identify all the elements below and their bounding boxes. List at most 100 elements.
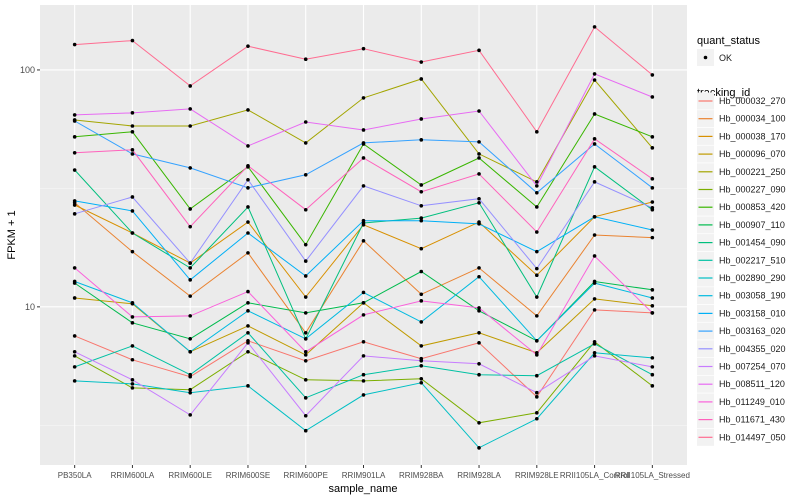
data-point: [303, 358, 308, 363]
data-points: [72, 25, 655, 450]
data-point: [419, 183, 424, 187]
data-point: [130, 195, 135, 199]
data-point: [130, 344, 135, 348]
data-point: [303, 207, 308, 212]
data-point: [477, 48, 481, 53]
data-point: [535, 416, 539, 421]
data-point: [188, 294, 192, 298]
data-point: [477, 341, 481, 345]
data-point: [477, 331, 481, 335]
data-point: [419, 269, 424, 274]
data-point: [477, 172, 481, 176]
legend-label: Hb_000227_090: [719, 185, 786, 195]
data-point: [303, 172, 308, 177]
data-point: [477, 421, 481, 425]
data-point: [303, 428, 308, 433]
data-point: [72, 119, 77, 123]
x-axis-title: sample_name: [328, 483, 397, 495]
data-point: [650, 228, 655, 232]
data-point: [419, 376, 424, 381]
data-point: [650, 135, 655, 139]
data-point: [650, 73, 655, 77]
data-point: [650, 146, 655, 150]
data-point: [130, 301, 135, 305]
data-point: [419, 60, 424, 64]
data-point: [188, 166, 192, 170]
data-point: [535, 184, 539, 188]
x-tick-label: RRIM600PE: [283, 471, 327, 480]
data-point: [419, 77, 424, 81]
data-point: [303, 295, 308, 299]
data-point: [130, 124, 135, 128]
data-point: [477, 140, 481, 144]
data-point: [188, 387, 192, 392]
data-point: [130, 152, 135, 156]
data-point: [246, 324, 250, 328]
x-tick-label: RRIM928BA: [399, 471, 444, 480]
data-point: [130, 209, 135, 213]
data-point: [361, 184, 366, 188]
data-point: [361, 141, 366, 145]
data-point: [650, 365, 655, 369]
data-point: [188, 350, 192, 354]
data-point: [72, 379, 77, 383]
data-point: [246, 331, 250, 335]
data-point: [188, 266, 192, 270]
legend-label: Hb_000907_110: [719, 220, 785, 230]
data-point: [72, 212, 77, 216]
data-point: [535, 411, 539, 415]
x-tick-label: RRIM928LE: [515, 471, 559, 480]
data-point: [130, 315, 135, 319]
data-point: [130, 231, 135, 235]
data-point: [419, 216, 424, 220]
data-point: [361, 340, 366, 344]
y-tick-label: 10: [25, 302, 35, 312]
data-point: [477, 266, 481, 270]
data-point: [361, 354, 366, 358]
data-point: [419, 380, 424, 385]
data-point: [419, 363, 424, 368]
data-point: [188, 337, 192, 341]
data-point: [477, 222, 481, 226]
data-point: [592, 308, 597, 312]
data-point: [535, 373, 539, 378]
legend-label: Hb_008511_120: [719, 379, 785, 389]
data-point: [72, 279, 77, 284]
legend-label: Hb_000032_270: [719, 96, 786, 106]
x-tick-label: RRIM600SE: [226, 471, 270, 480]
data-point: [477, 274, 481, 279]
data-point: [650, 95, 655, 99]
x-axis: PB350LA RRIM600LA RRIM600LE RRIM600SE RRIM60…: [58, 465, 690, 480]
data-point: [361, 46, 366, 51]
x-tick-label: RRII105LA_Control: [560, 471, 630, 480]
legend-title-quant-status: quant_status: [697, 35, 760, 47]
data-point: [246, 384, 250, 388]
legend-label: Hb_003163_020: [719, 326, 786, 336]
data-point: [72, 334, 77, 338]
data-point: [419, 299, 424, 303]
data-point: [592, 112, 597, 116]
legend: quant_status OK tracking_id Hb_000032_27…: [697, 35, 786, 446]
data-point: [650, 296, 655, 300]
x-tick-label: RRIM600LA: [111, 471, 155, 480]
data-point: [477, 446, 481, 450]
gridlines: [40, 5, 687, 465]
data-point: [246, 231, 250, 235]
data-point: [535, 273, 539, 278]
legend-label: Hb_000096_070: [719, 149, 786, 159]
data-point: [535, 338, 539, 343]
data-point: [361, 301, 366, 305]
data-point: [592, 142, 597, 146]
data-point: [188, 107, 192, 111]
data-point: [130, 249, 135, 254]
x-tick-label: RRIM901LA: [342, 471, 386, 480]
data-point: [361, 239, 366, 243]
data-point: [130, 111, 135, 115]
data-point: [419, 246, 424, 251]
data-point: [72, 203, 77, 207]
data-point: [188, 278, 192, 282]
data-point: [477, 306, 481, 310]
legend-label: Hb_003058_190: [719, 291, 786, 301]
data-point: [592, 342, 597, 346]
